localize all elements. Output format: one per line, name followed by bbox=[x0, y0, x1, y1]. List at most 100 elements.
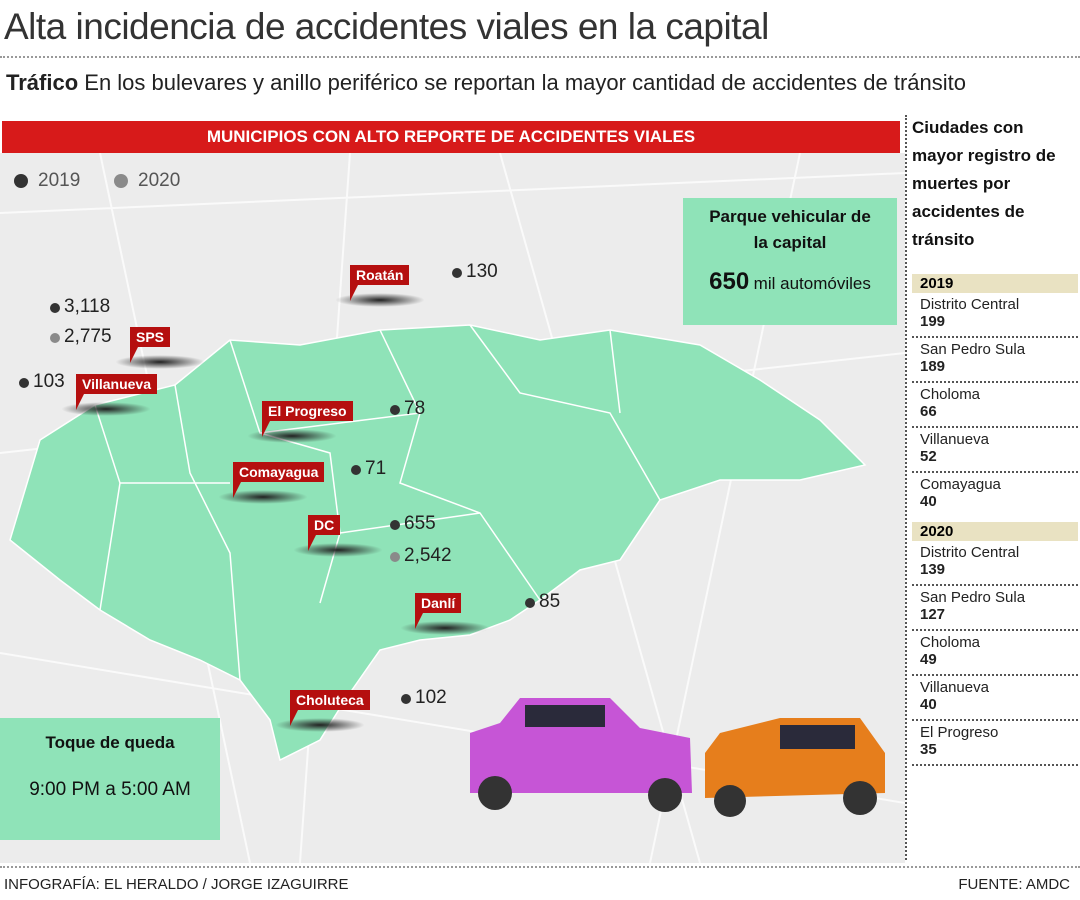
map-banner: MUNICIPIOS CON ALTO REPORTE DE ACCIDENTE… bbox=[2, 121, 900, 153]
city-name: Choloma bbox=[920, 634, 981, 651]
city-value: 199 bbox=[920, 313, 946, 330]
city-name: San Pedro Sula bbox=[920, 589, 1026, 606]
credit: INFOGRAFÍA: EL HERALDO / JORGE IZAGUIRRE bbox=[4, 876, 349, 893]
city-row: Villanueva 40 bbox=[912, 676, 1078, 721]
city-value: 52 bbox=[920, 448, 937, 465]
marker-dot bbox=[401, 694, 411, 704]
fleet-number: 650 bbox=[709, 268, 750, 295]
marker-value: 3,118 bbox=[64, 296, 111, 317]
city-row: Choloma 66 bbox=[912, 383, 1078, 428]
marker-label: Villanueva bbox=[76, 374, 158, 394]
marker-value: 2,542 bbox=[404, 545, 452, 566]
sidebar-title: Ciudades con mayor registro de muertes p… bbox=[912, 118, 1056, 249]
city-name: Comayagua bbox=[920, 476, 1001, 493]
city-value: 49 bbox=[920, 651, 937, 668]
subtitle-text: En los bulevares y anillo periférico se … bbox=[84, 70, 966, 95]
city-row: San Pedro Sula 127 bbox=[912, 586, 1078, 631]
fleet-unit: mil automóviles bbox=[753, 274, 871, 293]
marker-value: 85 bbox=[539, 591, 561, 612]
source: FUENTE: AMDC bbox=[958, 876, 1070, 893]
sidebar-rule bbox=[905, 115, 907, 860]
honduras-shape bbox=[9, 324, 867, 762]
city-row: Comayagua 40 bbox=[912, 473, 1078, 518]
marker-dot bbox=[390, 520, 400, 530]
fleet-box: Parque vehicular de la capital 650 mil a… bbox=[683, 198, 897, 325]
marker-dot bbox=[50, 333, 60, 343]
city-value: 40 bbox=[920, 493, 937, 510]
marker-shadow bbox=[115, 355, 205, 369]
marker-value: 78 bbox=[404, 398, 426, 419]
city-name: Choloma bbox=[920, 386, 981, 403]
marker-value: 102 bbox=[415, 687, 447, 708]
marker-label: El Progreso bbox=[262, 401, 353, 421]
marker-dot bbox=[50, 303, 60, 313]
city-name: El Progreso bbox=[920, 724, 999, 741]
city-row: Villanueva 52 bbox=[912, 428, 1078, 473]
legend-dot bbox=[114, 174, 128, 188]
marker-dot bbox=[351, 465, 361, 475]
marker-dot bbox=[390, 405, 400, 415]
marker-shadow bbox=[293, 543, 383, 557]
marker-pointer bbox=[350, 283, 359, 301]
marker-dot bbox=[19, 378, 29, 388]
city-name: Villanueva bbox=[920, 431, 989, 448]
city-value: 189 bbox=[920, 358, 946, 375]
legend-label: 2020 bbox=[138, 170, 181, 191]
city-row: Distrito Central 199 bbox=[912, 293, 1078, 338]
marker-label: Comayagua bbox=[233, 462, 325, 482]
marker-dot bbox=[452, 268, 462, 278]
city-row: San Pedro Sula 189 bbox=[912, 338, 1078, 383]
curfew-title: Toque de queda bbox=[45, 733, 175, 752]
marker-pointer bbox=[308, 533, 317, 551]
marker-pointer bbox=[76, 392, 85, 410]
title: Alta incidencia de accidentes viales en … bbox=[4, 6, 769, 47]
legend-dot bbox=[14, 174, 28, 188]
marker-label: Danlí bbox=[415, 593, 462, 613]
marker-pointer bbox=[290, 708, 299, 726]
subtitle: Tráfico En los bulevares y anillo perifé… bbox=[6, 70, 966, 96]
year-header: 2020 bbox=[912, 522, 1078, 541]
divider bbox=[0, 56, 1080, 58]
cars bbox=[470, 698, 885, 817]
marker-value: 130 bbox=[466, 261, 498, 282]
city-row: Choloma 49 bbox=[912, 631, 1078, 676]
curfew-box: Toque de queda 9:00 PM a 5:00 AM bbox=[0, 718, 220, 840]
marker-shadow bbox=[247, 429, 337, 443]
marker-pointer bbox=[233, 480, 242, 498]
city-row: Distrito Central 139 bbox=[912, 541, 1078, 586]
marker-label: Roatán bbox=[350, 265, 410, 285]
city-row: El Progreso 35 bbox=[912, 721, 1078, 766]
marker-label: Choluteca bbox=[290, 690, 370, 710]
lead: Tráfico bbox=[6, 70, 79, 95]
city-name: Distrito Central bbox=[920, 296, 1020, 313]
marker-dot bbox=[390, 552, 400, 562]
city-name: San Pedro Sula bbox=[920, 341, 1026, 358]
sidebar-spacer bbox=[912, 254, 1078, 270]
marker-value: 103 bbox=[33, 371, 65, 392]
marker-label: SPS bbox=[130, 327, 171, 347]
marker-pointer bbox=[262, 419, 271, 437]
sidebar: Ciudades con mayor registro de muertes p… bbox=[912, 114, 1078, 766]
fleet-title: Parque vehicular de la capital bbox=[709, 207, 871, 252]
marker-pointer bbox=[130, 345, 139, 363]
divider bbox=[0, 866, 1080, 868]
marker-shadow bbox=[335, 293, 425, 307]
city-value: 139 bbox=[920, 561, 946, 578]
marker-shadow bbox=[218, 490, 308, 504]
marker-pointer bbox=[415, 611, 424, 629]
marker-value: 71 bbox=[365, 458, 387, 479]
marker-shadow bbox=[400, 621, 490, 635]
marker-label: DC bbox=[308, 515, 341, 535]
marker-value: 2,775 bbox=[64, 326, 112, 347]
city-value: 35 bbox=[920, 741, 937, 758]
borders bbox=[94, 324, 661, 681]
marker-shadow bbox=[275, 718, 365, 732]
year-header: 2019 bbox=[912, 274, 1078, 293]
city-value: 127 bbox=[920, 606, 946, 623]
marker-value: 655 bbox=[404, 513, 436, 534]
marker-shadow bbox=[61, 402, 151, 416]
legend-label: 2019 bbox=[38, 170, 81, 191]
city-name: Distrito Central bbox=[920, 544, 1020, 561]
city-name: Villanueva bbox=[920, 679, 989, 696]
